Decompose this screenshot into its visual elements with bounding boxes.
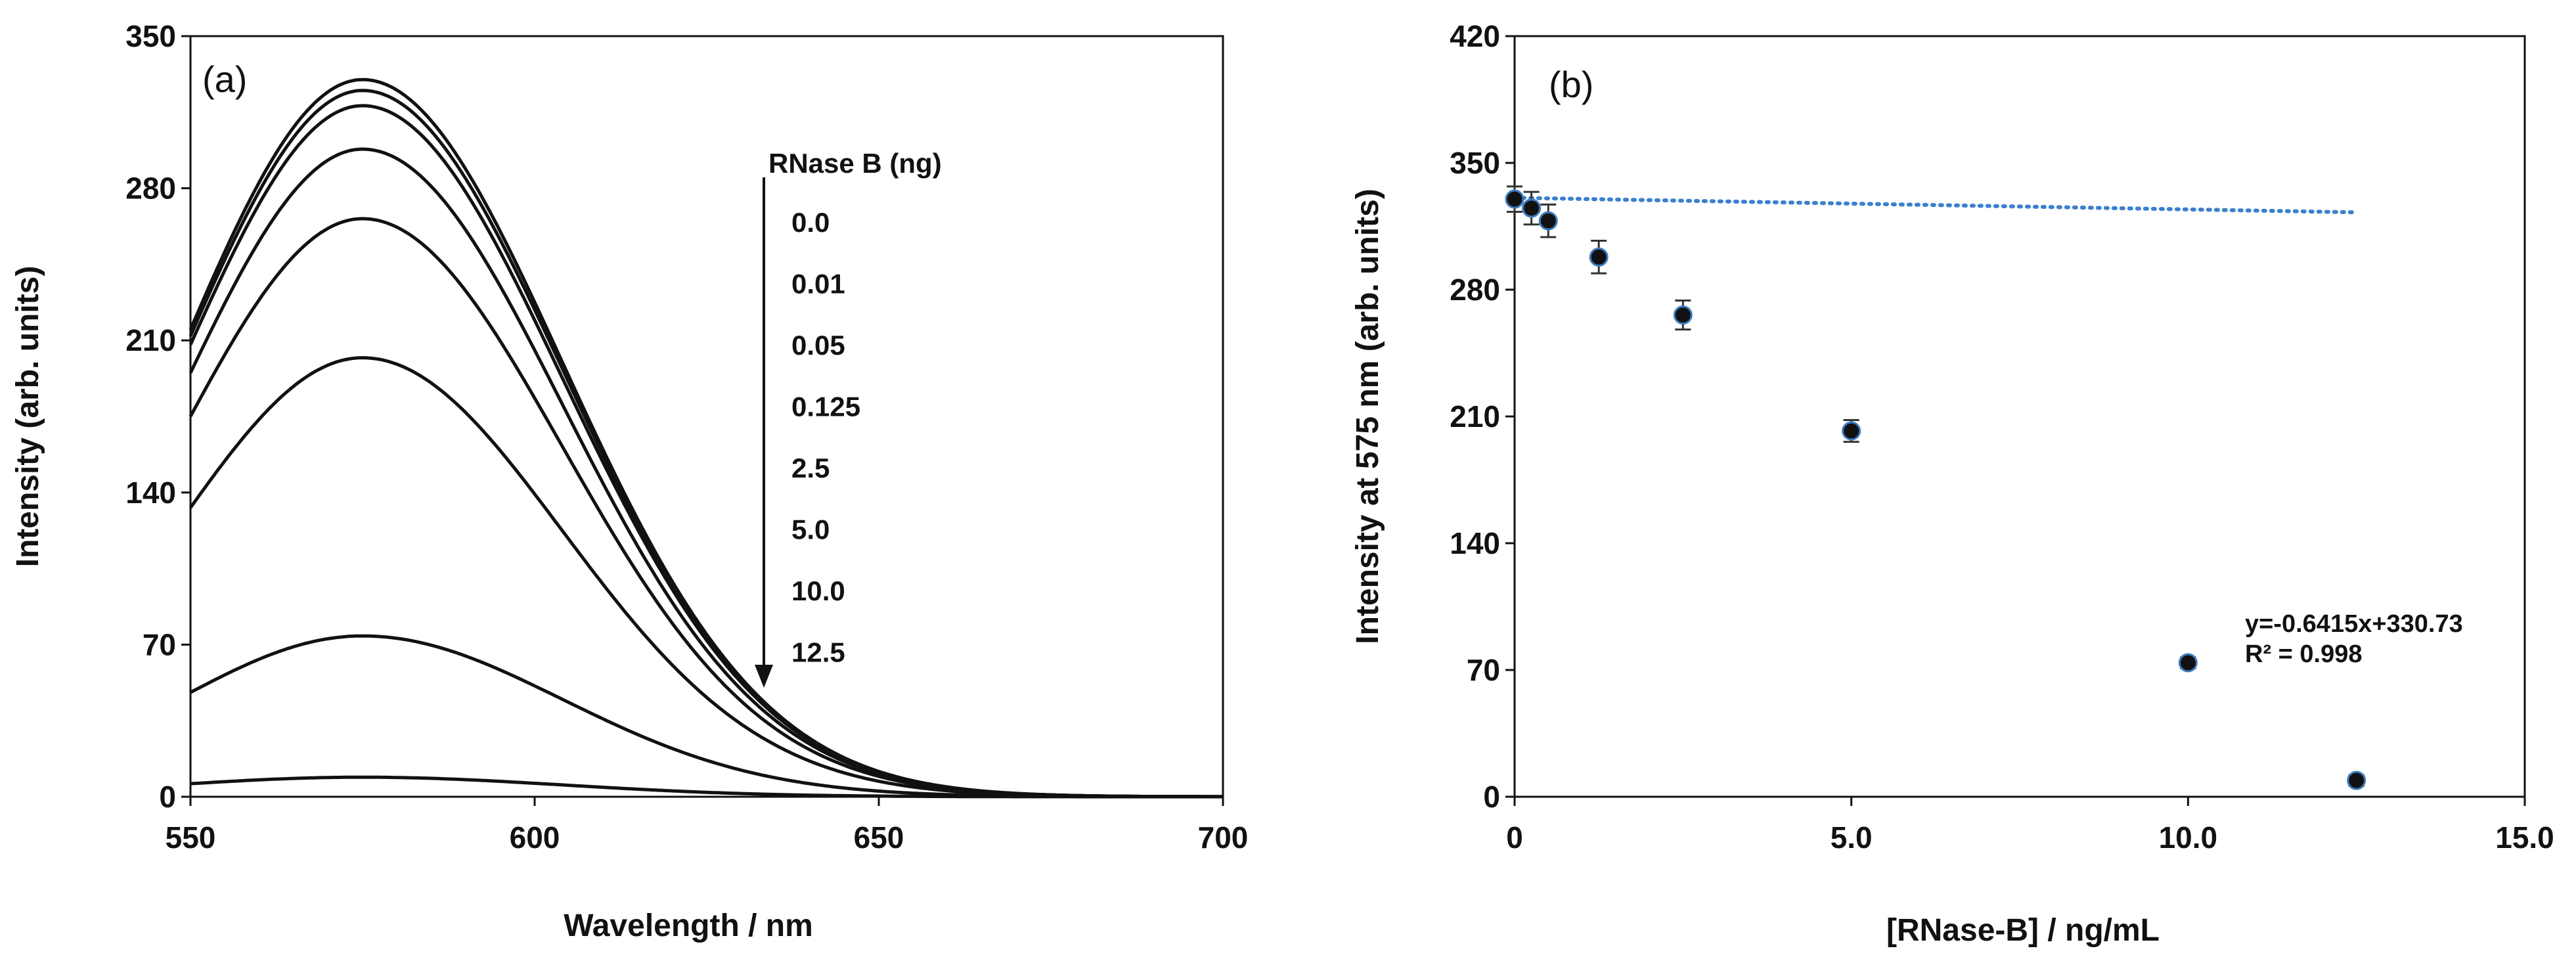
panel-a-spectra-chart: 0 70 140 210 280 350 550 600 650 700 (a) RNase B… [11,19,1248,943]
panel-a-label: (a) [202,58,247,100]
panel-b-x-ticks: 0 5.0 10.0 15.0 [1506,797,2554,855]
panel-a-legend-entry: 2.5 [791,453,830,483]
panel-b-y-tick-label: 420 [1450,19,1500,53]
panel-b-x-tick-label: 5.0 [1831,820,1873,855]
panel-a-x-tick-label: 550 [166,820,216,855]
panel-a-curves [189,78,1223,799]
panel-a-legend-title: RNase B (ng) [768,148,942,179]
panel-a-legend: 0.0 0.01 0.05 0.125 2.5 5.0 10.0 12.5 [791,207,860,668]
panel-b-marker [1589,247,1609,267]
panel-a-legend-entry: 0.01 [791,269,845,300]
panel-a-legend-entry: 10.0 [791,575,845,606]
panel-b-data-point [2178,653,2198,673]
panel-b-x-tick-label: 15.0 [2495,820,2554,855]
panel-a-y-axis-title: Intensity (arb. units) [11,266,45,568]
panel-b-y-ticks: 0 70 140 210 280 350 420 [1450,19,1515,814]
panel-b-y-axis-title: Intensity at 575 nm (arb. units) [1350,189,1385,644]
panel-b-data-point [1538,203,1558,238]
panel-b-r-squared: R² = 0.998 [2245,640,2363,668]
panel-a-y-tick-label: 70 [143,627,176,661]
panel-a-x-ticks: 550 600 650 700 [166,797,1249,855]
panel-a-y-tick-label: 350 [125,19,176,53]
panel-b-marker [2347,770,2366,790]
panel-a-legend-entry: 0.05 [791,330,845,361]
panel-b-y-tick-label: 210 [1450,399,1500,434]
panel-a-x-tick-label: 600 [510,820,560,855]
panel-b-marker [1505,189,1524,209]
panel-b-marker [1538,211,1558,231]
panel-b-y-tick-label: 0 [1483,780,1500,814]
panel-b-plot-area [1513,35,2526,798]
panel-a-spectrum-12.5 [190,775,1223,799]
panel-a-y-ticks: 0 70 140 210 280 350 [125,19,190,814]
panel-b-marker [1522,198,1542,218]
panel-a-x-tick-label: 650 [854,820,904,855]
panel-b-x-tick-label: 0 [1506,820,1523,855]
panel-a-legend-arrowhead [755,665,773,688]
panel-a-x-tick-label: 700 [1198,820,1249,855]
panel-a-y-tick-label: 280 [125,171,176,206]
panel-b-data-point [2347,770,2366,790]
panel-b-x-axis-title: [RNase-B] / ng/mL [1886,913,2160,948]
panel-b-data-point [1589,240,1609,275]
panel-b-y-tick-label: 70 [1467,653,1500,687]
panel-a-y-tick-label: 140 [125,476,176,510]
panel-a-y-tick-label: 0 [159,780,176,814]
panel-b-y-tick-label: 280 [1450,273,1500,307]
panel-a-legend-entry: 12.5 [791,637,845,668]
panel-b-calibration-chart: 0 70 140 210 280 350 420 0 5.0 10.0 15.0 (b) y=-0… [1350,19,2554,948]
panel-b-marker [2178,653,2198,673]
panel-a-y-tick-label: 210 [125,323,176,357]
panel-b-y-tick-label: 140 [1450,526,1500,560]
panel-a-x-axis-title: Wavelength / nm [564,908,813,943]
panel-a-legend-entry: 0.0 [791,207,830,238]
panel-b-data-points [1505,185,2366,790]
panel-b-label: (b) [1549,64,1593,105]
panel-b-fit-line [1513,196,2359,215]
panel-b-data-point [1522,190,1542,226]
panel-b-data-point [1842,419,1861,443]
panel-b-data-point [1673,300,1693,331]
panel-a-legend-entry: 0.125 [791,391,860,422]
panel-b-fit-equation: y=-0.6415x+330.73 [2245,610,2463,638]
panel-b-y-tick-label: 350 [1450,146,1500,180]
panel-b-marker [1842,421,1861,441]
panel-a-plot-area [189,35,1224,798]
panel-b-marker [1673,305,1693,325]
panel-b-data-point [1505,185,1524,213]
panel-a-legend-entry: 5.0 [791,514,830,545]
panel-b-x-tick-label: 10.0 [2159,820,2218,855]
